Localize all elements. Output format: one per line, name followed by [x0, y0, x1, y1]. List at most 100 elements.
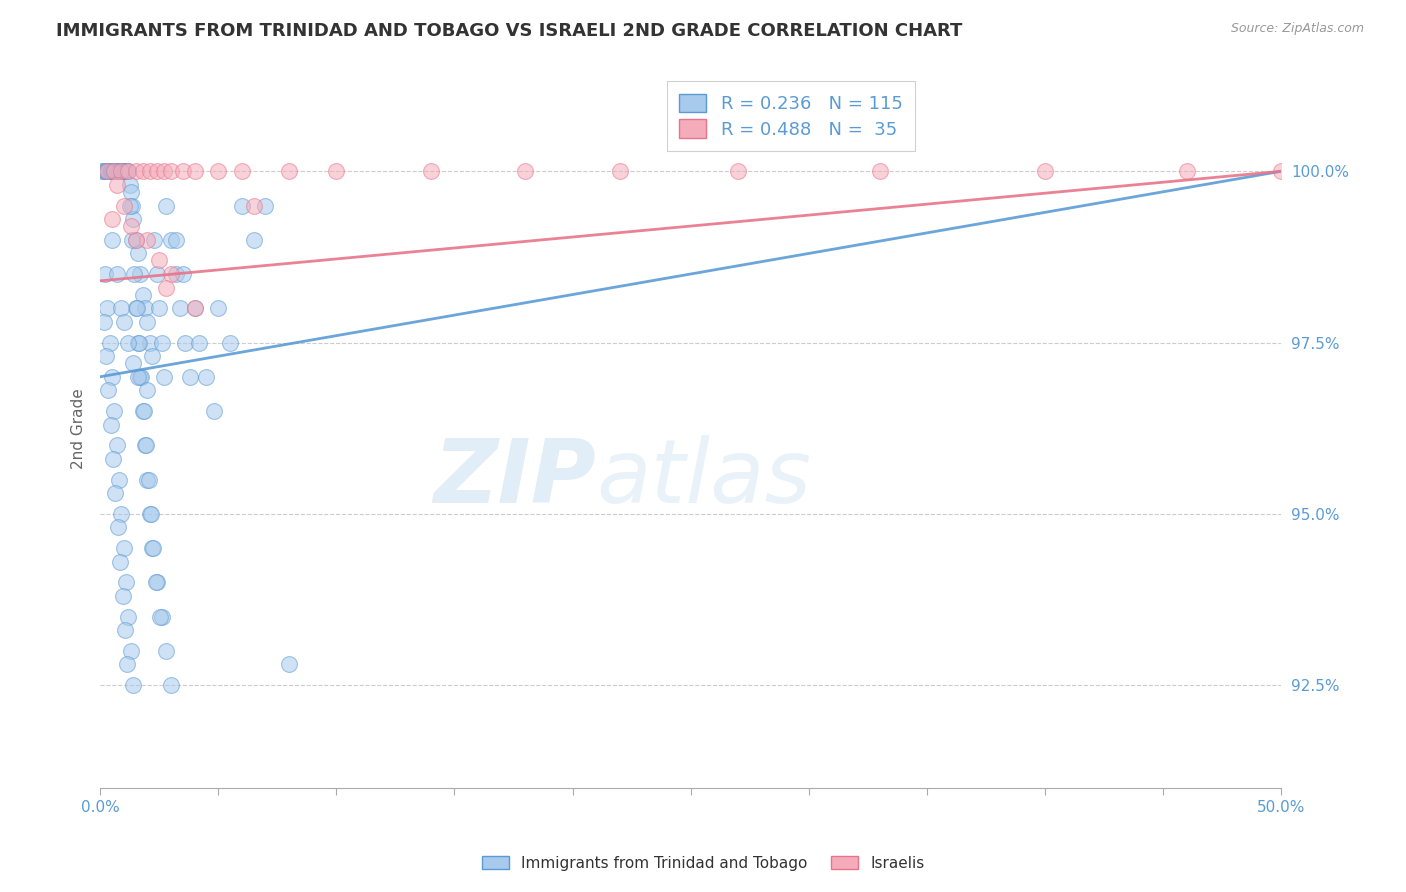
Point	[108, 164, 131, 178]
Point	[112, 164, 135, 178]
Point	[114, 624, 136, 638]
Point	[127, 335, 149, 350]
Point	[145, 575, 167, 590]
Point	[101, 233, 124, 247]
Point	[242, 233, 264, 247]
Point	[1175, 164, 1198, 178]
Point	[93, 164, 115, 178]
Point	[150, 609, 173, 624]
Point	[101, 212, 124, 227]
Point	[219, 335, 242, 350]
Point	[325, 164, 347, 178]
Point	[96, 301, 118, 316]
Y-axis label: 2nd Grade: 2nd Grade	[72, 388, 86, 468]
Point	[117, 164, 139, 178]
Point	[101, 452, 124, 467]
Point	[207, 164, 229, 178]
Point	[142, 541, 165, 555]
Point	[609, 164, 631, 178]
Point	[127, 369, 149, 384]
Text: ZIP: ZIP	[433, 435, 596, 522]
Point	[103, 164, 125, 178]
Point	[153, 369, 176, 384]
Point	[131, 404, 153, 418]
Point	[136, 473, 159, 487]
Text: Source: ZipAtlas.com: Source: ZipAtlas.com	[1230, 22, 1364, 36]
Point	[117, 657, 139, 672]
Point	[94, 349, 117, 363]
Point	[160, 233, 183, 247]
Point	[94, 267, 117, 281]
Point	[135, 438, 157, 452]
Point	[138, 473, 160, 487]
Point	[179, 369, 201, 384]
Point	[231, 198, 253, 212]
Point	[138, 335, 160, 350]
Point	[118, 178, 141, 192]
Point	[108, 473, 131, 487]
Point	[174, 335, 197, 350]
Point	[183, 301, 205, 316]
Point	[97, 164, 120, 178]
Point	[112, 198, 135, 212]
Point	[146, 164, 169, 178]
Point	[105, 164, 128, 178]
Point	[93, 315, 115, 329]
Point	[188, 335, 211, 350]
Point	[242, 198, 264, 212]
Point	[134, 301, 156, 316]
Point	[122, 356, 145, 370]
Point	[103, 404, 125, 418]
Point	[138, 507, 160, 521]
Point	[207, 301, 229, 316]
Point	[96, 164, 118, 178]
Point	[150, 335, 173, 350]
Point	[115, 575, 138, 590]
Point	[103, 164, 125, 178]
Point	[160, 267, 183, 281]
Point	[183, 301, 205, 316]
Point	[278, 164, 301, 178]
Point	[202, 404, 225, 418]
Point	[136, 315, 159, 329]
Point	[114, 164, 136, 178]
Point	[120, 219, 142, 233]
Point	[101, 369, 124, 384]
Point	[110, 507, 132, 521]
Point	[110, 301, 132, 316]
Point	[146, 267, 169, 281]
Point	[165, 267, 187, 281]
Point	[122, 678, 145, 692]
Point	[195, 369, 218, 384]
Text: IMMIGRANTS FROM TRINIDAD AND TOBAGO VS ISRAELI 2ND GRADE CORRELATION CHART: IMMIGRANTS FROM TRINIDAD AND TOBAGO VS I…	[56, 22, 963, 40]
Point	[183, 164, 205, 178]
Point	[172, 267, 194, 281]
Point	[155, 281, 177, 295]
Legend: Immigrants from Trinidad and Tobago, Israelis: Immigrants from Trinidad and Tobago, Isr…	[472, 847, 934, 880]
Point	[419, 164, 441, 178]
Point	[120, 644, 142, 658]
Point	[108, 555, 131, 569]
Point	[108, 164, 131, 178]
Point	[98, 335, 121, 350]
Point	[118, 198, 141, 212]
Point	[165, 233, 187, 247]
Point	[160, 164, 183, 178]
Point	[111, 164, 134, 178]
Point	[97, 384, 120, 398]
Point	[131, 287, 153, 301]
Point	[131, 164, 153, 178]
Point	[105, 438, 128, 452]
Point	[110, 164, 132, 178]
Point	[94, 164, 117, 178]
Point	[153, 164, 176, 178]
Point	[124, 164, 146, 178]
Point	[124, 301, 146, 316]
Point	[141, 349, 163, 363]
Point	[124, 233, 146, 247]
Point	[112, 315, 135, 329]
Point	[128, 335, 150, 350]
Point	[124, 233, 146, 247]
Point	[105, 267, 128, 281]
Point	[155, 198, 177, 212]
